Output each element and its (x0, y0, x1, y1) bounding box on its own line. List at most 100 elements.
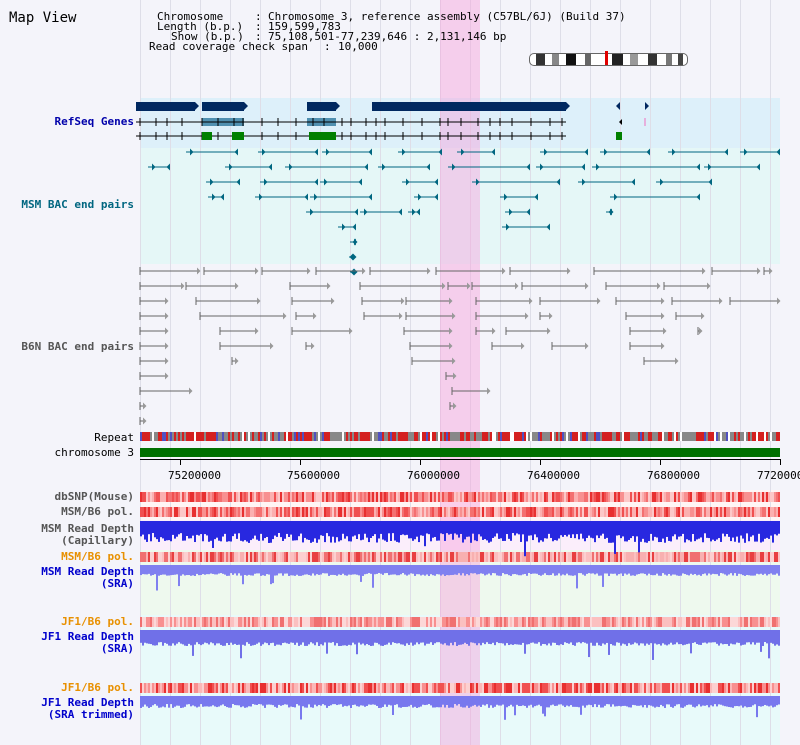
msm-b6-polymorphism (570, 552, 572, 562)
jf1-b6-polymorphism (490, 683, 492, 693)
jf1-b6-polymorphism (264, 683, 266, 693)
label-msm-bac[interactable]: MSM BAC end pairs (21, 198, 134, 211)
jf1-depth-sra (336, 630, 338, 644)
jf1-depth-sra-trimmed (578, 696, 580, 708)
msm-depth-capillary (202, 521, 204, 542)
jf1-depth-sra (732, 630, 734, 645)
jf1-depth-sra-trimmed (642, 696, 644, 708)
label-jf1-b6-pol[interactable]: JF1/B6 pol. (61, 615, 134, 628)
label-msm-b6-pol-2[interactable]: MSM/B6 pol. (61, 550, 134, 563)
dbsnp-density (590, 492, 592, 502)
label-jf1-depth-1[interactable]: JF1 Read Depth (41, 630, 134, 643)
jf1-b6-polymorphism (246, 617, 248, 627)
jf1-b6-polymorphism (372, 617, 374, 627)
jf1-b6-polymorphism (502, 617, 504, 627)
dbsnp-density (610, 492, 612, 502)
label-dbsnp[interactable]: dbSNP(Mouse) (54, 490, 134, 503)
dbsnp-density (226, 492, 228, 502)
dbsnp-density (234, 492, 236, 502)
msm-depth-sra (698, 565, 700, 575)
label-jf1-b6-pol-2[interactable]: JF1/B6 pol. (61, 681, 134, 694)
jf1-b6-polymorphism (632, 683, 634, 693)
jf1-b6-polymorphism (750, 683, 752, 693)
grid-line (680, 0, 681, 745)
msm-depth-capillary (160, 521, 162, 538)
repeat-segment (266, 432, 268, 441)
jf1-b6-polymorphism (156, 683, 158, 693)
dbsnp-density (388, 492, 390, 502)
jf1-depth-sra-trimmed (668, 696, 670, 705)
label-jf1-trim-1[interactable]: JF1 Read Depth (41, 696, 134, 709)
msm-depth-sra (630, 565, 632, 576)
dbsnp-density (578, 492, 580, 502)
msm-b6-polymorphism (362, 552, 364, 562)
msm-b6-polymorphism (414, 552, 416, 562)
msm-b6-polymorphism (222, 507, 224, 517)
jf1-depth-sra-trimmed (352, 696, 354, 705)
msm-depth-sra (586, 565, 588, 574)
jf1-depth-sra (344, 630, 346, 646)
msm-depth-sra (266, 565, 268, 575)
jf1-b6-polymorphism (178, 683, 180, 693)
jf1-b6-polymorphism (606, 683, 608, 693)
jf1-b6-polymorphism (434, 683, 436, 693)
jf1-b6-polymorphism (524, 683, 526, 693)
msm-b6-polymorphism (550, 507, 552, 517)
jf1-depth-sra (418, 630, 420, 645)
dbsnp-density (506, 492, 508, 502)
msm-depth-capillary (726, 521, 728, 535)
msm-depth-sra (652, 565, 654, 576)
label-msm-b6-pol[interactable]: MSM/B6 pol. (61, 505, 134, 518)
jf1-b6-polymorphism (584, 683, 586, 693)
jf1-b6-polymorphism (498, 617, 500, 627)
dbsnp-density (174, 492, 176, 502)
msm-depth-capillary (686, 521, 688, 540)
dbsnp-density (514, 492, 516, 502)
label-jf1-depth-2[interactable]: (SRA) (100, 642, 134, 655)
msm-bac-end (614, 193, 618, 201)
chromosome-ideogram[interactable] (529, 53, 688, 66)
jf1-depth-sra-trimmed (410, 696, 412, 705)
dbsnp-density (406, 492, 408, 502)
jf1-b6-polymorphism (730, 683, 732, 693)
label-jf1-trim-2[interactable]: (SRA trimmed) (47, 708, 134, 721)
jf1-b6-polymorphism (586, 617, 588, 627)
jf1-b6-polymorphism (746, 617, 748, 627)
jf1-b6-polymorphism (248, 683, 250, 693)
jf1-depth-sra (514, 630, 516, 645)
jf1-depth-sra (442, 630, 444, 645)
msm-depth-sra (402, 565, 404, 574)
dbsnp-density (750, 492, 752, 502)
dbsnp-density (532, 492, 534, 502)
msm-bac-end (368, 193, 372, 201)
jf1-depth-sra-trimmed (756, 696, 758, 718)
label-msm-depth-cap-2[interactable]: (Capillary) (61, 534, 134, 547)
dbsnp-density (570, 492, 572, 502)
msm-b6-polymorphism (670, 552, 672, 562)
label-msm-depth-sra-1[interactable]: MSM Read Depth (41, 565, 134, 578)
jf1-b6-polymorphism (474, 617, 476, 627)
jf1-b6-polymorphism (720, 683, 722, 693)
repeat-segment (474, 432, 476, 441)
dbsnp-density (270, 492, 272, 502)
msm-depth-capillary (762, 521, 764, 542)
msm-b6-polymorphism (640, 552, 642, 562)
dbsnp-density (184, 492, 186, 502)
msm-b6-polymorphism (248, 507, 250, 517)
msm-depth-sra (164, 565, 166, 575)
msm-depth-sra (328, 565, 330, 576)
jf1-depth-sra-trimmed (594, 696, 596, 705)
repeat-segment (270, 432, 272, 441)
label-msm-depth-sra-2[interactable]: (SRA) (100, 577, 134, 590)
label-msm-depth-cap-1[interactable]: MSM Read Depth (41, 522, 134, 535)
label-refseq-genes[interactable]: RefSeq Genes (54, 115, 134, 128)
jf1-depth-sra-trimmed (270, 696, 272, 705)
repeat-segment (670, 432, 672, 441)
repeat-segment (346, 432, 348, 441)
label-b6n-bac[interactable]: B6N BAC end pairs (21, 340, 134, 353)
msm-depth-capillary (294, 521, 296, 541)
msm-depth-capillary (530, 521, 532, 536)
repeat-segment (630, 432, 632, 441)
msm-b6-polymorphism (408, 507, 410, 517)
